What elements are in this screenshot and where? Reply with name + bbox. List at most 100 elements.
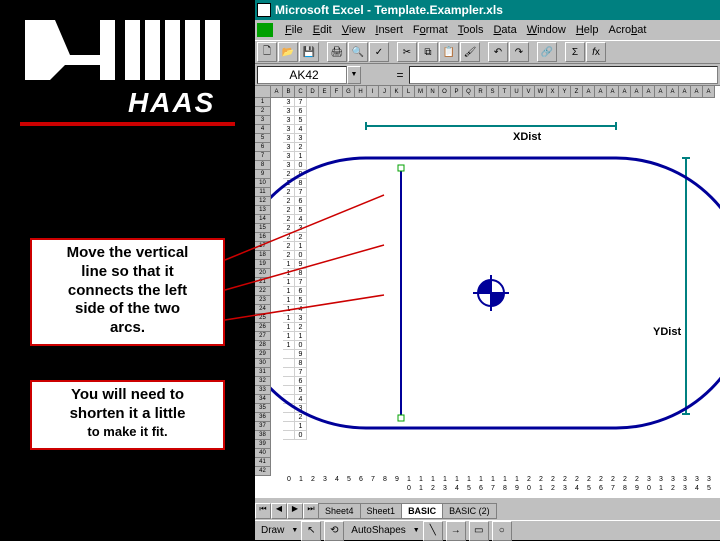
row-header[interactable]: 19 bbox=[255, 260, 271, 269]
cell[interactable]: 1 bbox=[295, 422, 307, 431]
cell[interactable]: 7 bbox=[295, 98, 307, 107]
spreadsheet-grid[interactable]: ABCDEFGHIJKLMNOPQRSTUVWXYZAAAAAAAAAAA 12… bbox=[255, 86, 720, 498]
cell[interactable] bbox=[283, 386, 295, 395]
arrow-button[interactable]: → bbox=[446, 521, 466, 541]
cell[interactable]: 3 bbox=[283, 143, 295, 152]
column-header[interactable]: I bbox=[367, 86, 379, 98]
cell[interactable]: 6 bbox=[295, 197, 307, 206]
redo-button[interactable]: ↷ bbox=[509, 42, 529, 62]
line-button[interactable]: ╲ bbox=[423, 521, 443, 541]
column-header[interactable]: H bbox=[355, 86, 367, 98]
cell[interactable]: 1 bbox=[295, 152, 307, 161]
cell-reference[interactable]: AK42 bbox=[257, 66, 347, 84]
column-header[interactable]: B bbox=[283, 86, 295, 98]
cell[interactable]: 4 bbox=[295, 215, 307, 224]
cell[interactable]: 3 bbox=[283, 161, 295, 170]
cell[interactable] bbox=[283, 395, 295, 404]
menu-help[interactable]: Help bbox=[576, 24, 599, 36]
cell[interactable]: 1 bbox=[283, 332, 295, 341]
row-header[interactable]: 26 bbox=[255, 323, 271, 332]
rectangle-button[interactable]: ▭ bbox=[469, 521, 489, 541]
column-header[interactable]: A bbox=[619, 86, 631, 98]
row-header[interactable]: 13 bbox=[255, 206, 271, 215]
menu-window[interactable]: Window bbox=[527, 24, 566, 36]
cell[interactable]: 5 bbox=[295, 206, 307, 215]
row-header[interactable]: 10 bbox=[255, 179, 271, 188]
row-header[interactable]: 20 bbox=[255, 269, 271, 278]
cell[interactable]: 1 bbox=[283, 269, 295, 278]
save-button[interactable]: 💾 bbox=[299, 42, 319, 62]
rotate-button[interactable]: ⟲ bbox=[324, 521, 344, 541]
row-header[interactable]: 30 bbox=[255, 359, 271, 368]
tab-prev-button[interactable]: ◀ bbox=[271, 503, 287, 519]
column-header[interactable]: S bbox=[487, 86, 499, 98]
autoshapes-menu[interactable]: AutoShapes bbox=[347, 525, 410, 536]
row-header[interactable]: 36 bbox=[255, 413, 271, 422]
row-header[interactable]: 17 bbox=[255, 242, 271, 251]
row-header[interactable]: 1 bbox=[255, 98, 271, 107]
row-header[interactable]: 41 bbox=[255, 458, 271, 467]
row-header[interactable]: 39 bbox=[255, 440, 271, 449]
hyperlink-button[interactable]: 🔗 bbox=[537, 42, 557, 62]
column-header[interactable]: M bbox=[415, 86, 427, 98]
cell[interactable]: 1 bbox=[283, 305, 295, 314]
row-header[interactable]: 18 bbox=[255, 251, 271, 260]
menu-view[interactable]: View bbox=[342, 24, 366, 36]
row-header[interactable]: 23 bbox=[255, 296, 271, 305]
cell[interactable]: 9 bbox=[295, 350, 307, 359]
cell[interactable] bbox=[283, 377, 295, 386]
row-header[interactable]: 11 bbox=[255, 188, 271, 197]
column-header[interactable]: U bbox=[511, 86, 523, 98]
column-header[interactable]: A bbox=[583, 86, 595, 98]
cell[interactable]: 1 bbox=[295, 332, 307, 341]
cell[interactable]: 2 bbox=[283, 206, 295, 215]
column-header[interactable]: L bbox=[403, 86, 415, 98]
cell[interactable]: 1 bbox=[283, 323, 295, 332]
row-header[interactable]: 40 bbox=[255, 449, 271, 458]
row-header[interactable]: 2 bbox=[255, 107, 271, 116]
cell[interactable]: 1 bbox=[283, 341, 295, 350]
row-header[interactable]: 22 bbox=[255, 287, 271, 296]
cell[interactable]: 5 bbox=[295, 116, 307, 125]
column-header[interactable]: A bbox=[607, 86, 619, 98]
open-button[interactable]: 📂 bbox=[278, 42, 298, 62]
cell[interactable]: 2 bbox=[295, 323, 307, 332]
row-header[interactable]: 7 bbox=[255, 152, 271, 161]
column-header[interactable]: N bbox=[427, 86, 439, 98]
undo-button[interactable]: ↶ bbox=[488, 42, 508, 62]
row-header[interactable]: 32 bbox=[255, 377, 271, 386]
column-header[interactable]: C bbox=[295, 86, 307, 98]
oval-button[interactable]: ○ bbox=[492, 521, 512, 541]
cell[interactable]: 3 bbox=[283, 107, 295, 116]
cell[interactable]: 2 bbox=[283, 179, 295, 188]
cell[interactable]: 7 bbox=[295, 188, 307, 197]
cell[interactable] bbox=[283, 404, 295, 413]
cell[interactable]: 3 bbox=[295, 224, 307, 233]
cell[interactable]: 1 bbox=[283, 296, 295, 305]
print-button[interactable]: 🖨 bbox=[327, 42, 347, 62]
cell[interactable]: 6 bbox=[295, 107, 307, 116]
cell[interactable]: 2 bbox=[283, 251, 295, 260]
preview-button[interactable]: 🔍 bbox=[348, 42, 368, 62]
cell[interactable]: 2 bbox=[283, 170, 295, 179]
row-header[interactable]: 24 bbox=[255, 305, 271, 314]
cell[interactable]: 3 bbox=[283, 125, 295, 134]
row-header[interactable]: 3 bbox=[255, 116, 271, 125]
cell[interactable]: 8 bbox=[295, 269, 307, 278]
cell[interactable]: 9 bbox=[295, 170, 307, 179]
row-header[interactable]: 35 bbox=[255, 404, 271, 413]
row-header[interactable]: 21 bbox=[255, 278, 271, 287]
row-header[interactable]: 4 bbox=[255, 125, 271, 134]
cell[interactable]: 6 bbox=[295, 287, 307, 296]
select-objects-button[interactable]: ↖ bbox=[301, 521, 321, 541]
cell[interactable]: 0 bbox=[295, 161, 307, 170]
menu-tools[interactable]: Tools bbox=[458, 24, 484, 36]
column-header[interactable]: P bbox=[451, 86, 463, 98]
column-header[interactable]: V bbox=[523, 86, 535, 98]
menu-insert[interactable]: Insert bbox=[375, 24, 403, 36]
sheet-tab[interactable]: BASIC bbox=[401, 503, 443, 519]
row-header[interactable]: 9 bbox=[255, 170, 271, 179]
menu-data[interactable]: Data bbox=[493, 24, 516, 36]
cell[interactable]: 0 bbox=[295, 341, 307, 350]
column-header[interactable]: A bbox=[703, 86, 715, 98]
